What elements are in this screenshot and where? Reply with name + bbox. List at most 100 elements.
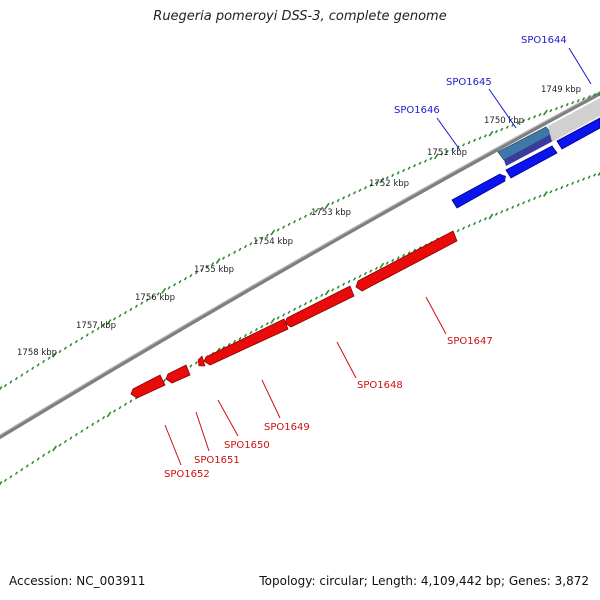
- outer-minor-tick: [402, 168, 406, 173]
- outer-minor-tick: [445, 149, 449, 154]
- outer-minor-tick: [560, 104, 564, 109]
- outer-minor-tick: [467, 140, 471, 145]
- inner-minor-tick: [123, 402, 128, 407]
- tick-label-1753: 1753 kbp: [311, 208, 351, 218]
- outer-minor-tick: [96, 326, 100, 331]
- outer-minor-tick: [205, 265, 209, 269]
- genome-backbone-highlight: [0, 90, 600, 436]
- inner-major-tick: [0, 481, 3, 486]
- outer-minor-tick: [102, 323, 106, 328]
- gene-SPO1646-arrow-tip: [500, 174, 506, 181]
- gene-SPO1651-arrow[interactable]: [165, 364, 191, 384]
- inner-major-tick: [106, 411, 112, 418]
- outer-major-tick: [0, 386, 3, 391]
- outer-minor-tick: [418, 161, 422, 166]
- inner-minor-tick: [352, 277, 357, 281]
- tick-label-1751: 1751 kbp: [427, 148, 467, 158]
- inner-minor-tick: [129, 399, 133, 403]
- outer-major-tick: [488, 130, 494, 137]
- gene-SPO1652-arrow[interactable]: [130, 374, 166, 399]
- outer-minor-tick: [282, 225, 286, 229]
- gene-label-SPO1644[interactable]: SPO1644: [521, 35, 567, 46]
- inner-minor-tick: [58, 443, 62, 447]
- outer-minor-tick: [582, 96, 586, 101]
- outer-minor-tick: [3, 383, 8, 388]
- inner-minor-tick: [314, 296, 318, 300]
- outer-minor-tick: [352, 191, 357, 195]
- outer-minor-tick: [565, 102, 569, 107]
- outer-minor-tick: [232, 250, 237, 255]
- gene-label-SPO1650[interactable]: SPO1650: [224, 440, 270, 451]
- outer-minor-tick: [227, 253, 231, 257]
- gene-SPO1645-shadow: [504, 134, 555, 166]
- outer-minor-tick: [145, 298, 149, 302]
- inner-minor-tick: [347, 279, 351, 284]
- outer-minor-tick: [276, 228, 280, 232]
- inner-major-tick: [52, 445, 57, 452]
- inner-major-tick: [324, 289, 330, 296]
- outer-minor-tick: [494, 129, 498, 134]
- inner-minor-tick: [511, 205, 515, 210]
- outer-minor-tick: [527, 117, 531, 121]
- gene-label-SPO1648[interactable]: SPO1648: [357, 380, 403, 391]
- outer-minor-tick: [74, 339, 78, 344]
- outer-minor-tick: [36, 363, 40, 367]
- outer-minor-tick: [478, 136, 482, 140]
- gene-SPO1647-arrow[interactable]: [355, 230, 458, 292]
- inner-minor-tick: [309, 299, 313, 303]
- outer-minor-tick: [320, 206, 324, 211]
- outer-minor-tick: [178, 279, 182, 284]
- inner-minor-tick: [20, 467, 24, 472]
- outer-minor-tick: [429, 156, 433, 161]
- reverse-genes: [130, 230, 458, 399]
- inner-minor-tick: [554, 187, 558, 192]
- gene-label-SPO1646[interactable]: SPO1646: [394, 105, 440, 116]
- outer-minor-tick: [407, 166, 411, 170]
- inner-minor-tick: [483, 217, 488, 221]
- gene-SPO1648-arrow[interactable]: [284, 285, 355, 328]
- leader-SPO1646: [436, 117, 461, 151]
- outer-minor-tick: [396, 171, 400, 175]
- outer-minor-tick: [538, 112, 542, 117]
- gene-SPO1649-arrow[interactable]: [203, 318, 289, 366]
- inner-minor-tick: [249, 330, 253, 335]
- outer-minor-tick: [505, 125, 509, 129]
- leader-SPO1648: [336, 341, 357, 379]
- inner-minor-tick: [320, 293, 324, 298]
- gene-SPO1645-arrow[interactable]: [505, 145, 558, 179]
- leader-SPO1652: [164, 424, 182, 466]
- gene-label-SPO1649[interactable]: SPO1649: [264, 422, 310, 433]
- outer-minor-tick: [314, 209, 318, 213]
- inner-minor-tick: [467, 224, 471, 228]
- outer-minor-tick: [303, 214, 308, 219]
- inner-minor-tick: [369, 269, 373, 273]
- inner-major-tick: [597, 171, 600, 176]
- inner-minor-tick: [560, 185, 564, 190]
- outer-minor-tick: [587, 95, 591, 99]
- inner-minor-tick: [194, 361, 198, 365]
- gene-SPO1646-arrow[interactable]: [451, 173, 506, 209]
- outer-minor-tick: [331, 201, 335, 205]
- inner-minor-tick: [260, 324, 264, 329]
- gene-label-SPO1647[interactable]: SPO1647: [447, 336, 493, 347]
- inner-minor-tick: [358, 274, 362, 279]
- tick-label-1749: 1749 kbp: [541, 85, 581, 95]
- gene-label-SPO1651[interactable]: SPO1651: [194, 455, 240, 466]
- gene-label-SPO1652[interactable]: SPO1652: [164, 469, 210, 480]
- leader-SPO1650: [217, 399, 239, 437]
- gene-SPO1644-arrow[interactable]: [556, 117, 600, 150]
- gene-SPO1650-arrow[interactable]: [197, 355, 206, 367]
- outer-minor-tick: [243, 244, 248, 249]
- gene-label-SPO1645[interactable]: SPO1645: [446, 77, 492, 88]
- outer-minor-tick: [592, 93, 597, 97]
- outer-minor-tick: [385, 176, 389, 180]
- outer-minor-tick: [194, 271, 198, 275]
- outer-minor-tick: [31, 366, 35, 371]
- inner-minor-tick: [31, 460, 35, 465]
- inner-minor-tick: [538, 194, 542, 198]
- outer-minor-tick: [412, 163, 417, 168]
- tick-label-1750: 1750 kbp: [484, 116, 524, 126]
- outer-major-tick: [270, 229, 276, 236]
- inner-minor-tick: [102, 415, 106, 420]
- gene-labels: SPO1644 SPO1645 SPO1646 SPO1647 SPO1648 …: [164, 35, 567, 480]
